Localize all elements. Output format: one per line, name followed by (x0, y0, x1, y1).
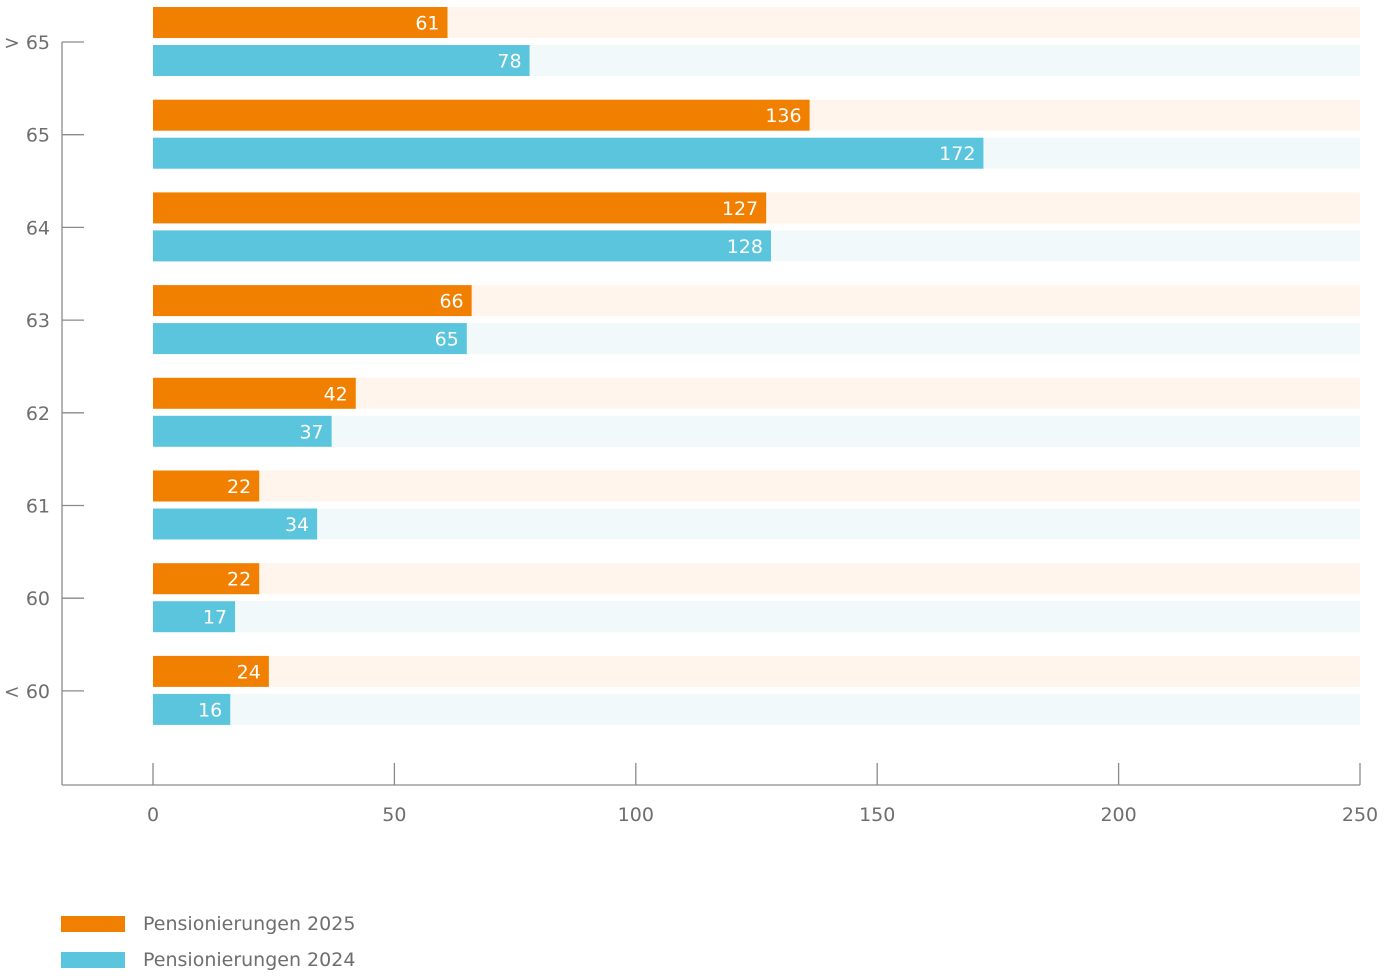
y-tick-label: 64 (26, 217, 50, 239)
bar-value-label: 127 (722, 198, 758, 220)
y-tick-label: 60 (26, 588, 50, 610)
x-tick-label: 250 (1342, 804, 1378, 826)
legend-label-2024: Pensionierungen 2024 (143, 949, 356, 971)
y-tick-label: 63 (26, 310, 50, 332)
bar-value-label: 61 (415, 13, 439, 35)
bar-value-label: 65 (435, 329, 459, 351)
bar-value-label: 16 (198, 699, 222, 721)
bar-track (153, 470, 1360, 502)
bar-2024-3 (153, 323, 467, 355)
bar-2025-7 (153, 655, 269, 687)
bar-value-label: 172 (939, 143, 975, 165)
bar-2025-0 (153, 7, 448, 38)
bar-2025-6 (153, 563, 260, 595)
bar-2025-1 (153, 99, 810, 131)
bar-2024-4 (153, 415, 332, 447)
bar-track (153, 601, 1360, 633)
bar-2025-2 (153, 192, 767, 224)
bar-value-label: 37 (299, 421, 323, 443)
bar-2024-7 (153, 693, 231, 725)
y-tick-label: 65 (26, 125, 50, 147)
bar-2024-1 (153, 137, 984, 169)
y-tick-label: 62 (26, 403, 50, 425)
bar-track (153, 415, 1360, 447)
x-tick-label: 150 (859, 804, 895, 826)
y-tick-label: > 65 (4, 32, 50, 54)
legend-item-2025: Pensionierungen 2025 (61, 906, 355, 942)
bar-value-label: 34 (285, 514, 309, 536)
bar-value-label: 17 (203, 607, 227, 629)
bar-value-label: 78 (497, 51, 521, 73)
legend-label-2025: Pensionierungen 2025 (143, 913, 356, 935)
bar-2025-3 (153, 285, 472, 317)
bar-2025-4 (153, 377, 356, 409)
legend-swatch-2024 (61, 952, 125, 968)
bar-2024-2 (153, 230, 771, 262)
bar-2024-5 (153, 508, 318, 540)
bar-track (153, 693, 1360, 725)
axes (61, 41, 1361, 786)
legend: Pensionierungen 2025 Pensionierungen 202… (61, 906, 355, 978)
bar-value-label: 22 (227, 476, 251, 498)
bar-value-label: 66 (439, 291, 463, 313)
bar-track (153, 563, 1360, 595)
bar-value-label: 42 (324, 383, 348, 405)
legend-item-2024: Pensionierungen 2024 (61, 942, 355, 978)
bar-2025-5 (153, 470, 260, 502)
x-tick-label: 100 (618, 804, 654, 826)
bar-value-label: 128 (727, 236, 763, 258)
bar-2024-6 (153, 601, 236, 633)
bar-value-label: 136 (765, 105, 801, 127)
bar-value-label: 24 (237, 661, 261, 683)
bars (153, 7, 984, 725)
legend-swatch-2025 (61, 916, 125, 932)
bar-track (153, 655, 1360, 687)
bar-track (153, 508, 1360, 540)
y-tick-label: 61 (26, 496, 50, 518)
bar-value-label: 22 (227, 569, 251, 591)
x-tick-label: 200 (1100, 804, 1136, 826)
bar-2024-0 (153, 45, 530, 76)
y-tick-label: < 60 (4, 681, 50, 703)
x-tick-label: 0 (147, 804, 159, 826)
x-tick-label: 50 (382, 804, 406, 826)
